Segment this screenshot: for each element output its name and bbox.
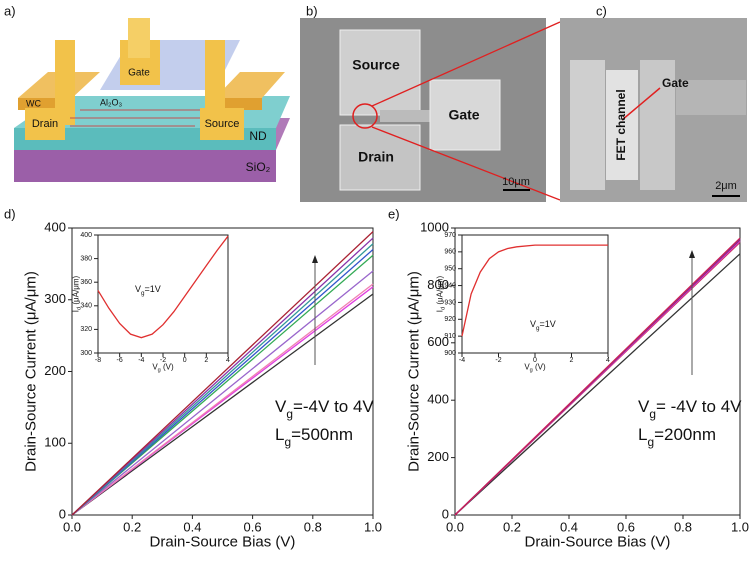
plot-area	[462, 235, 608, 353]
x-tick-label: 0.2	[123, 519, 141, 534]
gate-finger	[128, 18, 150, 58]
text-part: L	[638, 425, 647, 444]
text-part: = -4V to 4V	[656, 397, 742, 416]
y-tick-label: 930	[444, 299, 456, 306]
text-part: (μA/μm)	[71, 275, 80, 306]
text-part: =500nm	[291, 425, 353, 444]
y-tick-label: 380	[80, 255, 92, 262]
y-tick-label: 300	[44, 291, 66, 306]
gate-label: Gate	[128, 68, 150, 79]
oxide-label: Al₂O₃	[100, 97, 122, 107]
y-axis-title: Drain-Source Current (μA/μm)	[23, 271, 40, 472]
x-tick-label: 2	[570, 357, 574, 364]
text-part: g	[647, 435, 654, 449]
x-tick-label: 0.6	[617, 519, 635, 534]
substrate-label: SiO₂	[246, 160, 271, 174]
y-tick-label: 0	[442, 506, 449, 521]
gate-label: Gate	[662, 76, 689, 90]
text-part: V	[638, 397, 650, 416]
text-part: L	[275, 425, 284, 444]
x-tick-label: 0.4	[183, 519, 201, 534]
y-tick-label: 300	[80, 350, 92, 357]
y-tick-label: 200	[427, 449, 449, 464]
text-part: g	[286, 407, 293, 421]
substrate	[14, 150, 276, 182]
plot-area	[98, 235, 228, 353]
figure: a) Gate WC Al₂O₃ Drain Source ND SiO₂ b)…	[0, 0, 749, 562]
schematic	[14, 18, 290, 182]
x-tick-label: 1.0	[731, 519, 749, 534]
gate-line	[380, 110, 435, 122]
source-finger	[205, 40, 225, 125]
x-tick-label: 4	[606, 357, 610, 364]
x-tick-label: 0.0	[446, 519, 464, 534]
x-tick-label: 0.8	[304, 519, 322, 534]
gate-label: Gate	[448, 107, 479, 123]
y-tick-label: 970	[444, 232, 456, 239]
x-tick-label: 0.0	[63, 519, 81, 534]
text-part: g	[284, 435, 291, 449]
drain-label: Drain	[32, 118, 58, 130]
drain-label: Drain	[358, 149, 394, 165]
panel-label: d)	[4, 206, 16, 221]
source-label: Source	[352, 57, 400, 73]
x-tick-label: 0.8	[674, 519, 692, 534]
x-axis-title: Drain-Source Bias (V)	[150, 533, 296, 550]
text-part: =1V	[540, 319, 556, 329]
panel-label: b)	[306, 3, 318, 18]
y-axis-title: Drain-Source Current (μA/μm)	[406, 271, 423, 472]
text-part: (V)	[161, 363, 174, 372]
contact	[570, 60, 605, 190]
x-tick-label: 4	[226, 357, 230, 364]
y-tick-label: 100	[44, 435, 66, 450]
y-tick-label: 320	[80, 326, 92, 333]
x-tick-label: -4	[459, 357, 465, 364]
y-tick-label: 910	[444, 333, 456, 340]
y-tick-label: 360	[80, 279, 92, 286]
x-tick-label: -8	[95, 357, 101, 364]
y-tick-label: 960	[444, 249, 456, 256]
x-tick-label: -6	[117, 357, 123, 364]
y-tick-label: 400	[44, 219, 66, 234]
x-tick-label: 0.4	[560, 519, 578, 534]
scale-label: 10μm	[502, 176, 530, 188]
y-tick-label: 400	[427, 392, 449, 407]
wc-label: WC	[26, 98, 41, 108]
x-tick-label: -4	[138, 357, 144, 364]
text-part: g	[649, 407, 656, 421]
text-part: =200nm	[654, 425, 716, 444]
y-tick-label: 950	[444, 266, 456, 273]
wc-right-top	[215, 72, 285, 98]
y-tick-label: 940	[444, 282, 456, 289]
text-part: (μA/μm)	[435, 275, 444, 306]
x-tick-label: 0.6	[244, 519, 262, 534]
channel-label: FET channel	[614, 89, 628, 160]
text-part: V	[275, 397, 287, 416]
panel-label: c)	[596, 3, 607, 18]
y-tick-label: 0	[59, 506, 66, 521]
y-tick-label: 920	[444, 316, 456, 323]
panel-label: e)	[388, 206, 400, 221]
x-tick-label: 1.0	[364, 519, 382, 534]
source-label: Source	[205, 118, 240, 130]
nd-label: ND	[249, 129, 267, 143]
drain-finger	[55, 40, 75, 125]
y-tick-label: 900	[444, 350, 456, 357]
panel-label: a)	[4, 3, 16, 18]
x-tick-label: 0	[183, 357, 187, 364]
x-tick-label: 0.2	[503, 519, 521, 534]
scale-label: 2μm	[715, 180, 737, 192]
text-part: =-4V to 4V	[293, 397, 374, 416]
x-axis-title: Drain-Source Bias (V)	[525, 533, 671, 550]
y-tick-label: 200	[44, 363, 66, 378]
text-part: (V)	[533, 363, 546, 372]
x-tick-label: 2	[204, 357, 208, 364]
x-tick-label: -2	[495, 357, 501, 364]
y-tick-label: 400	[80, 232, 92, 239]
text-part: =1V	[145, 284, 161, 294]
